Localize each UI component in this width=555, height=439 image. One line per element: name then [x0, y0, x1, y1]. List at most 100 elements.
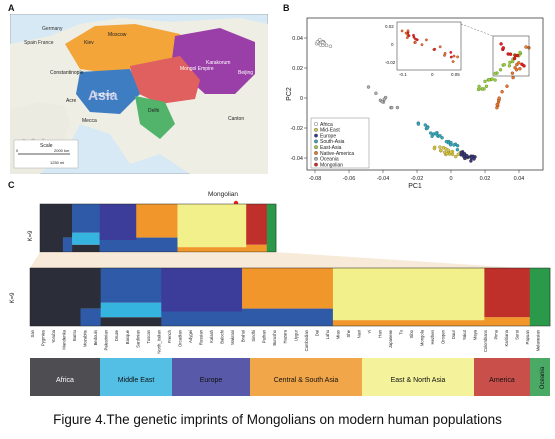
legend-swatch [314, 127, 318, 132]
population-label: Adygei [188, 330, 193, 343]
inset-point [449, 55, 453, 59]
legend-swatch [314, 151, 318, 155]
pca-point [493, 78, 497, 82]
inset-point [406, 29, 410, 33]
map-panel: Africa Asia Mongol Empire Germany Spain … [10, 14, 268, 174]
pca-point [462, 154, 466, 159]
population-label: Cambodian [304, 329, 309, 351]
pca-point [476, 87, 481, 92]
pca-point [498, 68, 503, 72]
pca-point [430, 134, 434, 139]
map-ilkhanate-region [76, 69, 140, 114]
population-label: Mozabite [83, 329, 88, 347]
pca-point [495, 102, 499, 107]
population-label: Miao [335, 329, 340, 339]
legend-swatch [314, 139, 318, 144]
legend-entry: Mongolian [320, 162, 343, 168]
pca-point [516, 61, 521, 65]
inset-point [443, 52, 447, 55]
pca-xtick-label: -0.02 [411, 176, 424, 182]
admixture-segment [136, 204, 178, 238]
inset-point [449, 51, 453, 54]
legend-swatch [314, 162, 318, 167]
map-label-canton: Canton [228, 116, 244, 122]
pca-point [389, 105, 394, 110]
panel-letter-c: C [8, 180, 15, 190]
population-label: Melanesian [536, 329, 541, 351]
population-label: Kalash [209, 329, 214, 342]
pca-ytick-label: 0.04 [292, 36, 303, 42]
legend-entry: South-Asia [320, 139, 345, 145]
inset-point [400, 29, 404, 33]
k-label-bottom: K=9 [10, 292, 16, 304]
population-label: Mandenka [62, 329, 67, 349]
inset-xtick: 0 [431, 72, 434, 77]
pca-point [497, 96, 501, 100]
figure-caption: Figure 4.The genetic imprints of Mongoli… [53, 412, 502, 427]
admixture-segment [332, 268, 485, 321]
pca-point [500, 89, 504, 94]
region-label: Europe [200, 377, 223, 384]
map-label-beijing: Beijing [238, 70, 253, 76]
region-label: Central & South Asia [274, 377, 339, 384]
inset-ytick: -0.02 [385, 60, 396, 65]
pca-point [318, 38, 322, 42]
inset-point [425, 38, 428, 42]
pca-point [445, 151, 449, 156]
admixture-segment [99, 240, 137, 252]
population-label: Burusho [272, 329, 277, 345]
scale-title: Scale [40, 143, 53, 149]
inset-xtick: -0.1 [399, 72, 407, 77]
pca-point [469, 159, 473, 163]
population-label: Maya [472, 329, 477, 340]
legend-entry: Europe [320, 133, 336, 139]
pca-point [315, 40, 320, 44]
population-label: San [30, 329, 35, 337]
map-india-region [135, 96, 175, 139]
population-label: Palestinian [104, 329, 109, 350]
population-label: Papuan [525, 329, 530, 344]
pca-point [459, 150, 464, 155]
pca-point [501, 46, 506, 50]
admixture-top-bar [39, 203, 277, 253]
pca-inset: -0.1 0 0.05 0.02 0 -0.02 [385, 21, 462, 77]
legend-entry: Oceania [320, 157, 339, 163]
inset-point [456, 55, 459, 59]
pca-point [510, 59, 515, 64]
inset-ytick: 0 [391, 42, 394, 47]
scale-zero: 0 [16, 148, 19, 153]
legend-entry: Native-America [320, 151, 354, 157]
pca-point [452, 143, 456, 147]
region-bar [172, 358, 250, 396]
population-label: Pygmies [41, 330, 46, 346]
admixture-segment [242, 268, 334, 309]
pca-point [423, 123, 428, 127]
pca-point [380, 99, 384, 104]
population-label: Sindhi [251, 330, 256, 342]
pca-point [425, 126, 430, 130]
admixture-segment [80, 268, 101, 309]
population-label: Lahu [325, 329, 330, 339]
pca-point [511, 75, 515, 80]
zoom-connector [460, 23, 494, 37]
map-scale-bar: Scale 0 2000 km 1250 mi [13, 139, 79, 169]
panel-letter-b: B [283, 3, 290, 13]
pca-ytick-label: 0 [300, 96, 303, 102]
population-label: Tuscan [146, 329, 151, 343]
pca-point [520, 62, 524, 66]
map-label-germany: Germany [42, 26, 63, 32]
region-bar [530, 358, 550, 396]
pca-point [484, 84, 489, 89]
inset-point [438, 45, 442, 49]
admixture-panel: Mongolian K=9 K=9 San Pygmies Yoruba Manden… [10, 191, 551, 396]
population-label: Han [378, 329, 383, 337]
inset-point [414, 41, 417, 44]
pca-point [490, 77, 494, 81]
admixture-segment [80, 308, 101, 326]
population-label: Karitiana [504, 329, 509, 346]
population-label: North_Italian [156, 329, 161, 353]
pca-point [455, 147, 460, 152]
pca-point [324, 43, 329, 47]
population-label: French [167, 329, 172, 343]
population-label: Colombians [483, 330, 488, 352]
